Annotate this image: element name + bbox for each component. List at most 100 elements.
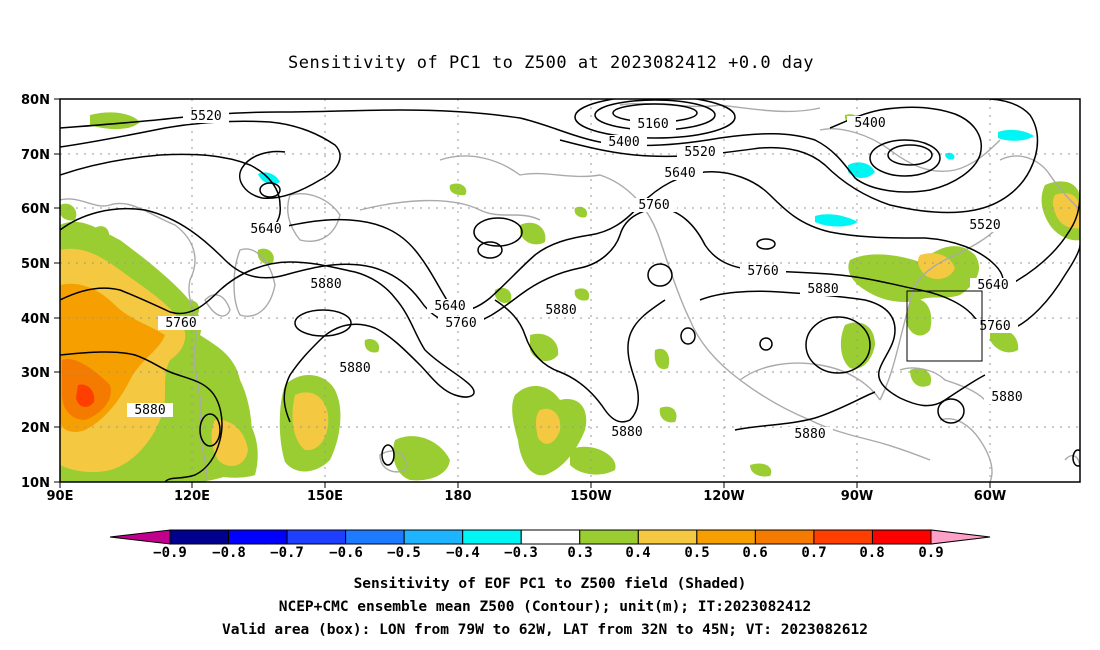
shade-north-5 bbox=[449, 183, 467, 196]
lat-label: 70N bbox=[21, 148, 50, 163]
shade-cpac-green bbox=[393, 436, 450, 481]
contour-closed-8 bbox=[759, 337, 773, 351]
colorbar-high-extend bbox=[930, 529, 991, 545]
contour-closed-14 bbox=[887, 144, 933, 166]
contour-closed-11 bbox=[199, 413, 221, 447]
contour-closed-12 bbox=[381, 444, 395, 466]
contour-5880-sw bbox=[60, 351, 223, 482]
lat-label: 10N bbox=[21, 476, 50, 491]
lat-label: 30N bbox=[21, 366, 50, 381]
colorbar-segment bbox=[520, 529, 581, 545]
coast-japan bbox=[233, 248, 276, 317]
colorbar-segment bbox=[462, 529, 522, 545]
contour-5880-south bbox=[734, 391, 876, 431]
coast-korea bbox=[204, 294, 231, 317]
colorbar-label: −0.9 bbox=[153, 545, 187, 561]
map-border bbox=[59, 98, 1081, 483]
colorbar bbox=[109, 529, 991, 545]
contour-label: 5880 bbox=[545, 303, 576, 318]
colorbar-label: 0.6 bbox=[742, 545, 767, 561]
lon-label: 150W bbox=[570, 489, 611, 504]
colorbar-label: 0.3 bbox=[567, 545, 592, 561]
contour-closed-15 bbox=[1072, 449, 1080, 467]
lon-label: 90E bbox=[47, 489, 74, 504]
coast-caribbean bbox=[899, 367, 986, 401]
shade-atl-small bbox=[990, 328, 1019, 353]
contour-label: 5400 bbox=[608, 135, 639, 150]
shade-small-1 bbox=[570, 446, 616, 475]
contour-label: 5520 bbox=[684, 145, 715, 160]
colorbar-segment bbox=[871, 529, 932, 545]
coast-greenland bbox=[999, 155, 1080, 211]
shade-neg-3 bbox=[815, 214, 858, 227]
contour-label: 5880 bbox=[134, 403, 165, 418]
coast-gulf bbox=[739, 362, 881, 401]
lon-label: 120E bbox=[174, 489, 210, 504]
contour-5880-east bbox=[699, 290, 986, 407]
tick-marks bbox=[54, 98, 991, 488]
shade-north-6 bbox=[520, 222, 546, 245]
contour-5520-a bbox=[60, 120, 341, 200]
coast-samerica bbox=[939, 418, 993, 482]
caption-valid-area: Valid area (box): LON from 79W to 62W, L… bbox=[222, 622, 868, 638]
shade-north-3 bbox=[94, 226, 110, 242]
coast-island bbox=[379, 450, 407, 473]
contour-5280 bbox=[574, 99, 736, 139]
lon-label: 150E bbox=[307, 489, 343, 504]
colorbar-segment bbox=[637, 529, 698, 545]
colorbar-segment bbox=[286, 529, 347, 545]
shade-carib bbox=[910, 368, 932, 387]
contour-label: 5640 bbox=[664, 166, 695, 181]
contour-label: 5160 bbox=[637, 117, 668, 132]
colorbar-labels: −0.9 −0.8 −0.7 −0.6 −0.5 −0.4 −0.3 0.3 0… bbox=[153, 545, 944, 561]
colorbar-segment bbox=[579, 529, 639, 545]
contour-closed-7 bbox=[294, 309, 352, 337]
colorbar-segment bbox=[345, 529, 405, 545]
contour-label: 5760 bbox=[638, 198, 669, 213]
shade-north-2 bbox=[60, 203, 77, 221]
coast-kamchatka bbox=[287, 193, 341, 242]
colorbar-label: 0.7 bbox=[801, 545, 826, 561]
colorbar-segment bbox=[403, 529, 464, 545]
lon-label: 90W bbox=[841, 489, 873, 504]
shade-ne-yellow bbox=[1052, 193, 1080, 229]
valid-area-box bbox=[906, 290, 983, 362]
contour-label: 5880 bbox=[807, 282, 838, 297]
contour-label: 5880 bbox=[310, 277, 341, 292]
lat-label: 20N bbox=[21, 421, 50, 436]
contour-labels: 5520 5160 5400 5520 5400 5640 5760 5640 … bbox=[127, 109, 1030, 442]
contour-closed-5 bbox=[680, 327, 696, 345]
lon-label: 180 bbox=[444, 489, 471, 504]
contour-label: 5880 bbox=[794, 427, 825, 442]
shade-neg-4 bbox=[998, 129, 1034, 141]
lat-label: 50N bbox=[21, 257, 50, 272]
contour-label: 5760 bbox=[747, 264, 778, 279]
shade-north-4 bbox=[257, 248, 274, 265]
shade-neg-2 bbox=[848, 162, 875, 178]
colorbar-segment bbox=[696, 529, 756, 545]
contour-label: 5640 bbox=[250, 222, 281, 237]
shade-small-4 bbox=[750, 463, 772, 477]
contour-closed-9 bbox=[805, 316, 871, 374]
contour-closed-6 bbox=[756, 238, 776, 250]
lat-label: 60N bbox=[21, 202, 50, 217]
colorbar-label: 0.9 bbox=[918, 545, 943, 561]
contour-5640 bbox=[60, 153, 1080, 312]
shade-neg-5 bbox=[945, 152, 955, 160]
grid-lines bbox=[60, 99, 1080, 482]
shade-asia-red bbox=[76, 384, 95, 407]
shade-north-7 bbox=[494, 287, 512, 303]
colorbar-label: 0.8 bbox=[859, 545, 884, 561]
lon-label: 60W bbox=[974, 489, 1006, 504]
shade-north-9 bbox=[574, 206, 588, 218]
shade-small-2 bbox=[654, 348, 670, 370]
lat-label: 40N bbox=[21, 312, 50, 327]
contour-label: 5880 bbox=[611, 425, 642, 440]
lon-label: 120W bbox=[703, 489, 744, 504]
contour-label: 5880 bbox=[991, 390, 1022, 405]
z500-contours bbox=[60, 99, 1080, 482]
colorbar-low-extend bbox=[109, 529, 171, 545]
contour-label: 5760 bbox=[445, 316, 476, 331]
map-title: Sensitivity of PC1 to Z500 at 2023082412… bbox=[288, 53, 814, 73]
